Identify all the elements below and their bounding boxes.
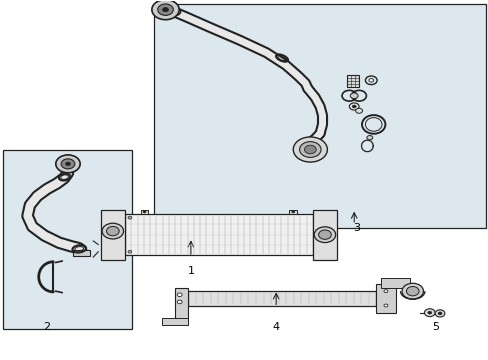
Bar	[101, 210, 125, 260]
Text: 3: 3	[352, 224, 360, 233]
Circle shape	[177, 293, 182, 297]
Circle shape	[293, 137, 327, 162]
Circle shape	[304, 145, 316, 154]
Text: 5: 5	[431, 322, 438, 332]
Circle shape	[383, 304, 387, 307]
Bar	[141, 210, 148, 214]
Circle shape	[65, 162, 70, 166]
Circle shape	[318, 230, 330, 239]
Circle shape	[349, 93, 357, 99]
Bar	[161, 318, 188, 325]
Circle shape	[437, 312, 441, 315]
Circle shape	[102, 223, 123, 239]
Circle shape	[61, 159, 75, 169]
Text: 1: 1	[187, 266, 194, 276]
Circle shape	[143, 211, 146, 213]
Circle shape	[128, 216, 132, 219]
Bar	[380, 278, 409, 288]
Circle shape	[427, 311, 431, 314]
Circle shape	[291, 211, 294, 213]
Bar	[375, 284, 395, 313]
Bar	[125, 214, 312, 255]
Bar	[346, 75, 358, 87]
Circle shape	[383, 290, 387, 293]
Circle shape	[434, 310, 444, 317]
Text: 2: 2	[43, 322, 50, 332]
Bar	[3, 149, 132, 329]
Circle shape	[406, 287, 418, 296]
Circle shape	[128, 250, 132, 253]
Circle shape	[106, 226, 119, 236]
Circle shape	[424, 309, 434, 317]
Circle shape	[299, 141, 321, 157]
Bar	[73, 250, 90, 256]
Circle shape	[351, 105, 355, 108]
Circle shape	[366, 135, 372, 140]
Text: 4: 4	[272, 322, 279, 332]
Circle shape	[355, 108, 362, 113]
Bar	[174, 288, 188, 319]
Circle shape	[152, 0, 179, 20]
Bar	[312, 210, 336, 260]
Bar	[154, 4, 485, 228]
Circle shape	[162, 8, 168, 12]
Circle shape	[56, 155, 80, 173]
Bar	[188, 291, 375, 306]
Bar	[289, 210, 297, 214]
Circle shape	[158, 4, 173, 15]
Circle shape	[314, 227, 335, 243]
Circle shape	[177, 300, 182, 304]
Circle shape	[348, 103, 358, 110]
Circle shape	[401, 283, 423, 299]
